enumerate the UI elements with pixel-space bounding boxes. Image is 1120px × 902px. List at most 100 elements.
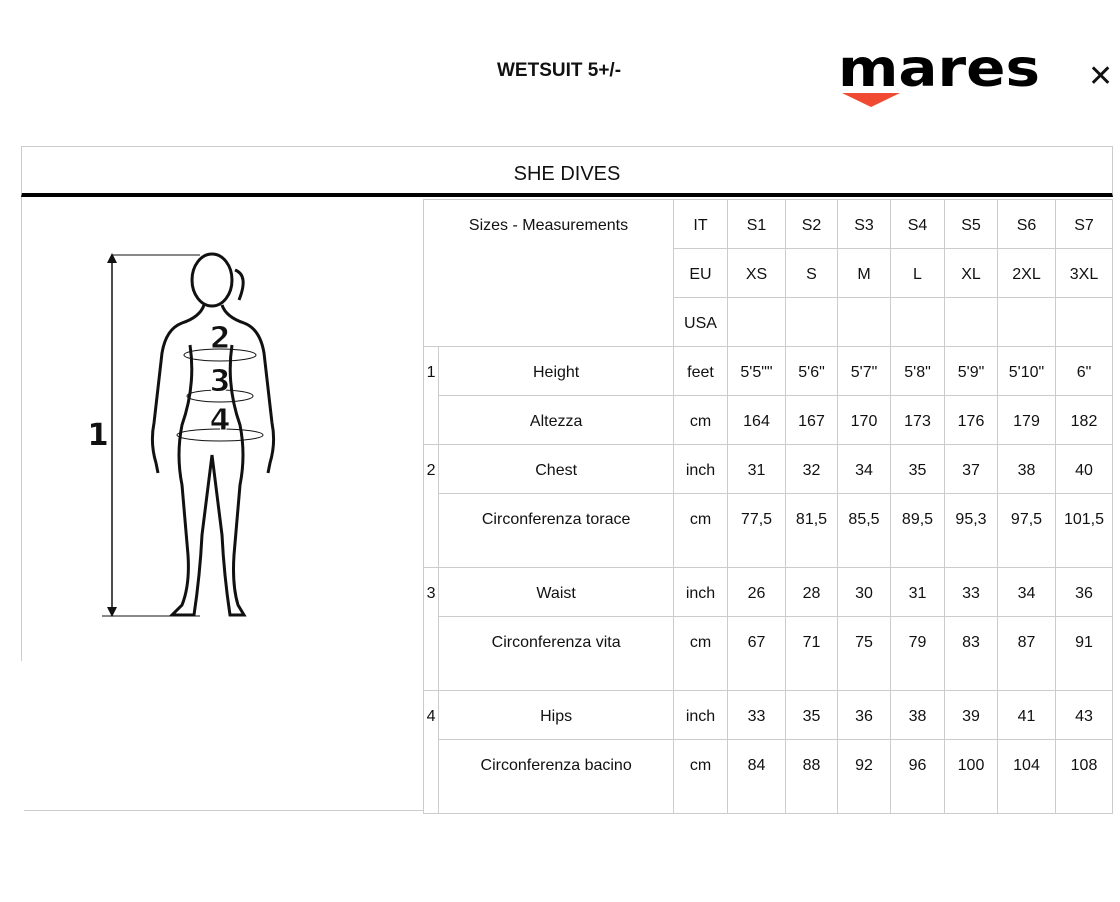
size-cell: 3XL (1055, 248, 1113, 298)
measurement-label: Height (438, 346, 674, 396)
value-cell: 95,3 (944, 493, 998, 568)
measurement-label: Circonferenza bacino (438, 739, 674, 814)
size-cell: 2XL (997, 248, 1056, 298)
table-row: Circonferenza vita cm 67 71 75 79 83 87 91 (424, 616, 1113, 691)
value-cell: 5'9" (944, 346, 998, 396)
value-cell: 33 (944, 567, 998, 617)
value-cell: 176 (944, 395, 998, 445)
size-cell (837, 297, 891, 347)
value-cell: 39 (944, 690, 998, 740)
measurement-label: Chest (438, 444, 674, 494)
value-cell: 75 (837, 616, 891, 691)
value-cell: 179 (997, 395, 1056, 445)
size-row: USA (424, 297, 1113, 347)
svg-text:mares: mares (838, 46, 1040, 99)
value-cell: 37 (944, 444, 998, 494)
value-cell: 77,5 (727, 493, 786, 568)
value-cell: 104 (997, 739, 1056, 814)
value-cell: 167 (785, 395, 838, 445)
value-cell: 84 (727, 739, 786, 814)
value-cell: 182 (1055, 395, 1113, 445)
value-cell: 96 (890, 739, 945, 814)
value-cell: 67 (727, 616, 786, 691)
measurement-unit: feet (673, 346, 728, 396)
measurement-label: Circonferenza vita (438, 616, 674, 691)
size-system: USA (673, 297, 728, 347)
value-cell: 83 (944, 616, 998, 691)
size-cell: S (785, 248, 838, 298)
size-cell (1055, 297, 1113, 347)
measurement-unit: cm (673, 395, 728, 445)
value-cell: 5'10" (997, 346, 1056, 396)
mares-logo: mares (838, 39, 1043, 113)
size-cell: XL (944, 248, 998, 298)
value-cell: 31 (890, 567, 945, 617)
table-row: Altezza cm 164 167 170 173 176 179 182 (424, 395, 1113, 445)
value-cell: 41 (997, 690, 1056, 740)
value-cell: 5'5"" (727, 346, 786, 396)
value-cell: 40 (1055, 444, 1113, 494)
size-cell (997, 297, 1056, 347)
close-icon[interactable]: ✕ (1088, 60, 1114, 93)
value-cell: 81,5 (785, 493, 838, 568)
value-cell: 92 (837, 739, 891, 814)
value-cell: 91 (1055, 616, 1113, 691)
value-cell: 33 (727, 690, 786, 740)
value-cell: 5'8" (890, 346, 945, 396)
size-cell: S1 (727, 199, 786, 249)
measurement-label: Circonferenza torace (438, 493, 674, 568)
label-1: 1 (88, 418, 109, 453)
measurement-label: Waist (438, 567, 674, 617)
value-cell: 43 (1055, 690, 1113, 740)
value-cell: 87 (997, 616, 1056, 691)
table-row: 3 Waist inch 26 28 30 31 33 34 36 (422, 567, 1113, 691)
measurement-number: 3 (422, 567, 440, 691)
size-cell: S6 (997, 199, 1056, 249)
value-cell: 173 (890, 395, 945, 445)
size-cell: S3 (837, 199, 891, 249)
measurement-unit: cm (673, 493, 728, 568)
measurement-number: 4 (422, 690, 440, 814)
value-cell: 35 (890, 444, 945, 494)
measurement-unit: cm (673, 739, 728, 814)
value-cell: 34 (837, 444, 891, 494)
value-cell: 6" (1055, 346, 1113, 396)
size-cell: S5 (944, 199, 998, 249)
value-cell: 85,5 (837, 493, 891, 568)
table-row: Circonferenza torace cm 77,5 81,5 85,5 89,5 95… (424, 493, 1113, 568)
size-row: EU XS S M L XL 2XL 3XL (424, 248, 1113, 298)
size-cell: S2 (785, 199, 838, 249)
table-row: 2 Chest inch 31 32 34 35 37 38 40 (422, 444, 1113, 568)
size-chart-table: Sizes - Measurements IT S1 S2 S3 S4 S5 S6 S7 EU XS… (422, 199, 1113, 814)
label-2: 2 (210, 321, 231, 356)
size-cell: S7 (1055, 199, 1113, 249)
measurement-label: Altezza (438, 395, 674, 445)
section-header: SHE DIVES (21, 146, 1113, 197)
value-cell: 89,5 (890, 493, 945, 568)
size-cell: XS (727, 248, 786, 298)
value-cell: 100 (944, 739, 998, 814)
size-cell (785, 297, 838, 347)
value-cell: 5'6" (785, 346, 838, 396)
size-cell (890, 297, 945, 347)
measurement-unit: inch (673, 690, 728, 740)
value-cell: 35 (785, 690, 838, 740)
measurement-unit: inch (673, 567, 728, 617)
size-system: IT (673, 199, 728, 249)
measurement-number: 2 (422, 444, 440, 568)
value-cell: 97,5 (997, 493, 1056, 568)
page-title: WETSUIT 5+/- (497, 60, 622, 81)
body-measurement-figure: 2 3 4 1 (80, 245, 300, 640)
value-cell: 38 (890, 690, 945, 740)
label-4: 4 (210, 403, 231, 438)
size-row: Sizes - Measurements IT S1 S2 S3 S4 S5 S6 S7 (423, 199, 1113, 347)
value-cell: 36 (837, 690, 891, 740)
size-cell (944, 297, 998, 347)
measurement-label: Hips (438, 690, 674, 740)
value-cell: 38 (997, 444, 1056, 494)
value-cell: 71 (785, 616, 838, 691)
size-cell: M (837, 248, 891, 298)
size-system: EU (673, 248, 728, 298)
measurement-unit: inch (673, 444, 728, 494)
size-cell: S4 (890, 199, 945, 249)
